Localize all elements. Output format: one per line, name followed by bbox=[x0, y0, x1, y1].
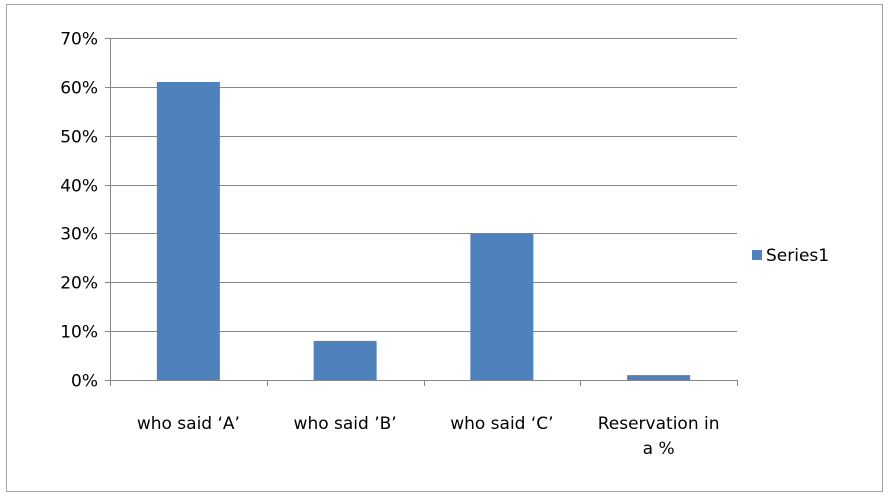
y-tick-label: 20% bbox=[60, 274, 98, 294]
axes bbox=[105, 38, 738, 386]
bars bbox=[156, 81, 691, 380]
y-tick-label: 50% bbox=[60, 128, 98, 148]
y-tick-label: 60% bbox=[60, 79, 98, 99]
bar bbox=[313, 340, 377, 380]
x-tick-label: who said ‘A’ bbox=[137, 414, 240, 434]
bar-chart: 0%10%20%30%40%50%60%70% who said ‘A’ who … bbox=[60, 30, 829, 460]
bar bbox=[627, 375, 691, 380]
chart-area: 0% 10% 20% 30% 40% 50% 60% 70% who said ‘A’ who … bbox=[6, 4, 883, 492]
x-tick-label: Reservation in a % bbox=[598, 414, 720, 459]
y-tick-label: 30% bbox=[60, 225, 98, 245]
x-tick-label: who said ’B’ bbox=[294, 414, 397, 434]
x-tick-label: who said ‘C’ bbox=[450, 414, 553, 434]
legend-label-series1: Series1 bbox=[766, 246, 829, 266]
bar bbox=[156, 81, 220, 380]
y-tick-label: 10% bbox=[60, 323, 98, 343]
y-tick-labels: 0% 10% 20% 30% 40% 50% 60% 70% bbox=[60, 30, 98, 392]
y-tick-label: 40% bbox=[60, 177, 98, 197]
legend: Series1 bbox=[752, 246, 829, 266]
x-tick-labels: who said ‘A’ who said ’B’ who said ‘C’ Rese… bbox=[137, 414, 720, 459]
y-tick-label: 70% bbox=[60, 30, 98, 50]
legend-swatch-series1 bbox=[752, 250, 762, 260]
y-tick-label: 0% bbox=[71, 372, 98, 392]
bar bbox=[470, 233, 534, 380]
